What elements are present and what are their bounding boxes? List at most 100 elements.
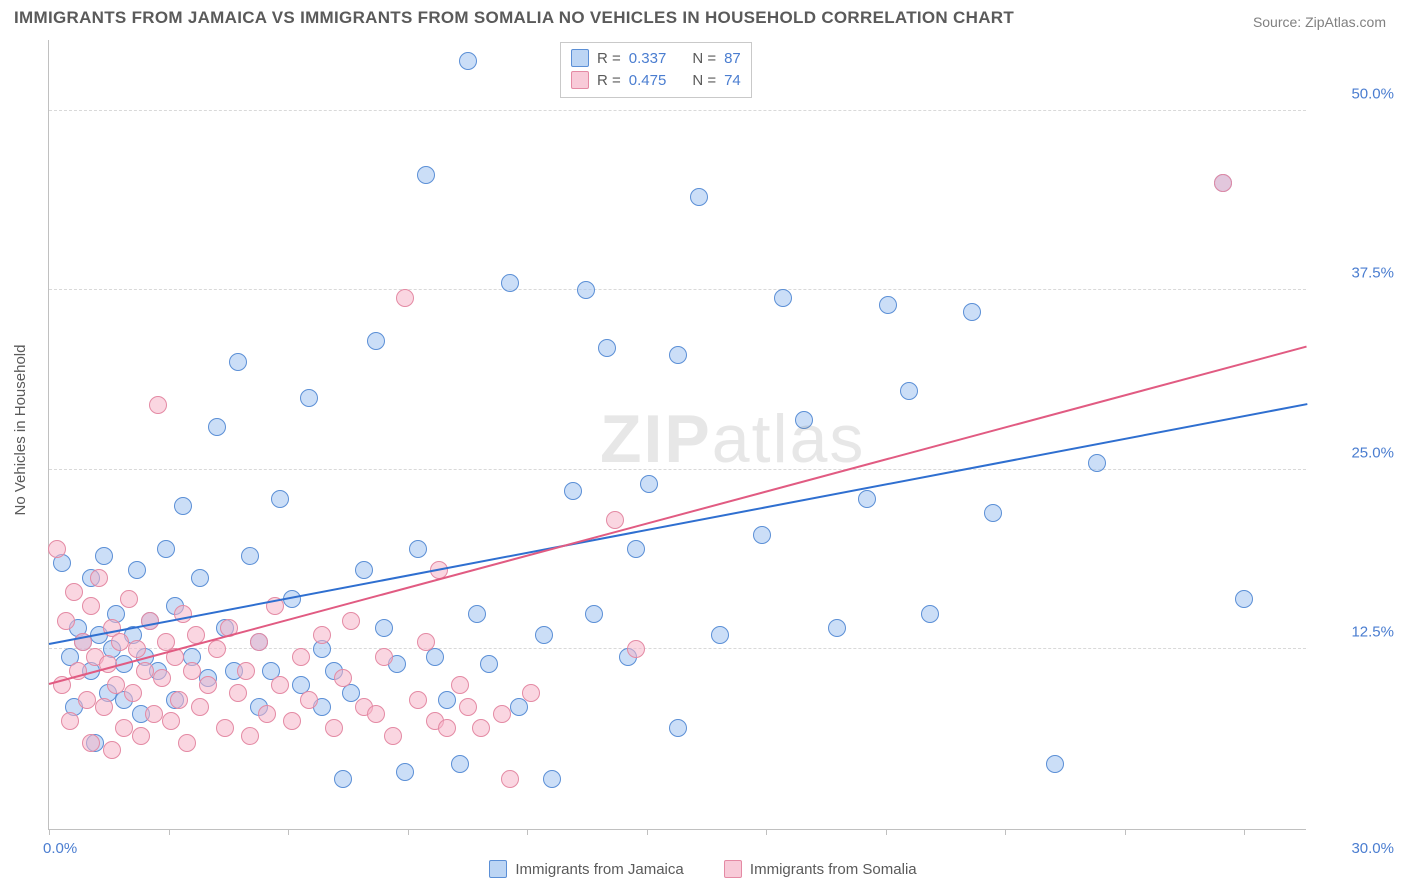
source-label: Source: ZipAtlas.com	[1253, 14, 1386, 30]
scatter-point-somalia	[90, 569, 108, 587]
legend-item-jamaica: Immigrants from Jamaica	[489, 860, 683, 878]
scatter-point-somalia	[367, 705, 385, 723]
scatter-point-somalia	[325, 719, 343, 737]
scatter-point-somalia	[342, 612, 360, 630]
scatter-point-somalia	[300, 691, 318, 709]
scatter-point-jamaica	[451, 755, 469, 773]
legend-bottom: Immigrants from Jamaica Immigrants from …	[0, 860, 1406, 882]
scatter-point-jamaica	[795, 411, 813, 429]
scatter-point-jamaica	[921, 605, 939, 623]
swatch-jamaica	[489, 860, 507, 878]
scatter-point-somalia	[229, 684, 247, 702]
x-tick-end: 30.0%	[1351, 840, 1394, 857]
scatter-point-somalia	[128, 640, 146, 658]
scatter-point-jamaica	[828, 619, 846, 637]
scatter-point-somalia	[65, 583, 83, 601]
legend-item-somalia: Immigrants from Somalia	[724, 860, 917, 878]
scatter-point-jamaica	[627, 540, 645, 558]
scatter-point-jamaica	[1235, 590, 1253, 608]
scatter-point-somalia	[124, 684, 142, 702]
trend-line-somalia	[49, 346, 1308, 685]
scatter-point-somalia	[216, 719, 234, 737]
scatter-point-somalia	[283, 712, 301, 730]
scatter-point-somalia	[208, 640, 226, 658]
x-tick	[647, 829, 648, 835]
scatter-point-somalia	[438, 719, 456, 737]
scatter-point-jamaica	[355, 561, 373, 579]
scatter-point-jamaica	[535, 626, 553, 644]
x-tick	[288, 829, 289, 835]
scatter-point-somalia	[111, 633, 129, 651]
scatter-point-jamaica	[1088, 454, 1106, 472]
x-tick	[49, 829, 50, 835]
scatter-point-jamaica	[229, 353, 247, 371]
scatter-point-somalia	[183, 662, 201, 680]
scatter-point-jamaica	[510, 698, 528, 716]
scatter-point-somalia	[334, 669, 352, 687]
scatter-point-somalia	[493, 705, 511, 723]
x-tick	[766, 829, 767, 835]
scatter-point-jamaica	[438, 691, 456, 709]
x-tick	[169, 829, 170, 835]
scatter-point-somalia	[384, 727, 402, 745]
y-tick-label: 12.5%	[1314, 624, 1394, 641]
scatter-point-jamaica	[208, 418, 226, 436]
scatter-point-jamaica	[367, 332, 385, 350]
gridline	[49, 289, 1306, 290]
scatter-point-somalia	[115, 719, 133, 737]
scatter-point-somalia	[48, 540, 66, 558]
r-label: R =	[597, 72, 621, 89]
swatch-jamaica	[571, 49, 589, 67]
scatter-point-jamaica	[577, 281, 595, 299]
scatter-point-somalia	[153, 669, 171, 687]
swatch-somalia	[571, 71, 589, 89]
scatter-point-jamaica	[585, 605, 603, 623]
scatter-point-jamaica	[409, 540, 427, 558]
n-value-jamaica: 87	[724, 50, 741, 67]
scatter-point-somalia	[522, 684, 540, 702]
scatter-point-somalia	[170, 691, 188, 709]
scatter-point-somalia	[237, 662, 255, 680]
scatter-point-jamaica	[157, 540, 175, 558]
scatter-point-jamaica	[271, 490, 289, 508]
x-tick	[1005, 829, 1006, 835]
y-tick-label: 37.5%	[1314, 265, 1394, 282]
scatter-point-somalia	[241, 727, 259, 745]
scatter-point-jamaica	[375, 619, 393, 637]
scatter-point-jamaica	[543, 770, 561, 788]
scatter-point-jamaica	[1046, 755, 1064, 773]
scatter-point-somalia	[375, 648, 393, 666]
scatter-point-somalia	[472, 719, 490, 737]
scatter-point-somalia	[61, 712, 79, 730]
scatter-point-jamaica	[753, 526, 771, 544]
n-label: N =	[692, 50, 716, 67]
y-tick-label: 25.0%	[1314, 444, 1394, 461]
n-label: N =	[692, 72, 716, 89]
scatter-point-jamaica	[459, 52, 477, 70]
y-tick-label: 50.0%	[1314, 85, 1394, 102]
scatter-point-jamaica	[128, 561, 146, 579]
scatter-point-somalia	[606, 511, 624, 529]
swatch-somalia	[724, 860, 742, 878]
plot-area: 0.0% 30.0% 12.5%25.0%37.5%50.0%	[48, 40, 1306, 830]
scatter-point-jamaica	[174, 497, 192, 515]
scatter-point-jamaica	[241, 547, 259, 565]
x-tick	[1244, 829, 1245, 835]
scatter-point-somalia	[178, 734, 196, 752]
scatter-point-somalia	[82, 734, 100, 752]
scatter-point-jamaica	[858, 490, 876, 508]
scatter-point-jamaica	[669, 346, 687, 364]
scatter-point-somalia	[120, 590, 138, 608]
scatter-point-jamaica	[984, 504, 1002, 522]
scatter-point-somalia	[132, 727, 150, 745]
scatter-point-jamaica	[501, 274, 519, 292]
scatter-point-somalia	[396, 289, 414, 307]
n-value-somalia: 74	[724, 72, 741, 89]
y-axis-label: No Vehicles in Household	[12, 345, 29, 516]
scatter-point-somalia	[78, 691, 96, 709]
scatter-point-jamaica	[640, 475, 658, 493]
x-tick	[408, 829, 409, 835]
legend-label-somalia: Immigrants from Somalia	[750, 861, 917, 878]
scatter-point-somalia	[409, 691, 427, 709]
r-value-somalia: 0.475	[629, 72, 667, 89]
